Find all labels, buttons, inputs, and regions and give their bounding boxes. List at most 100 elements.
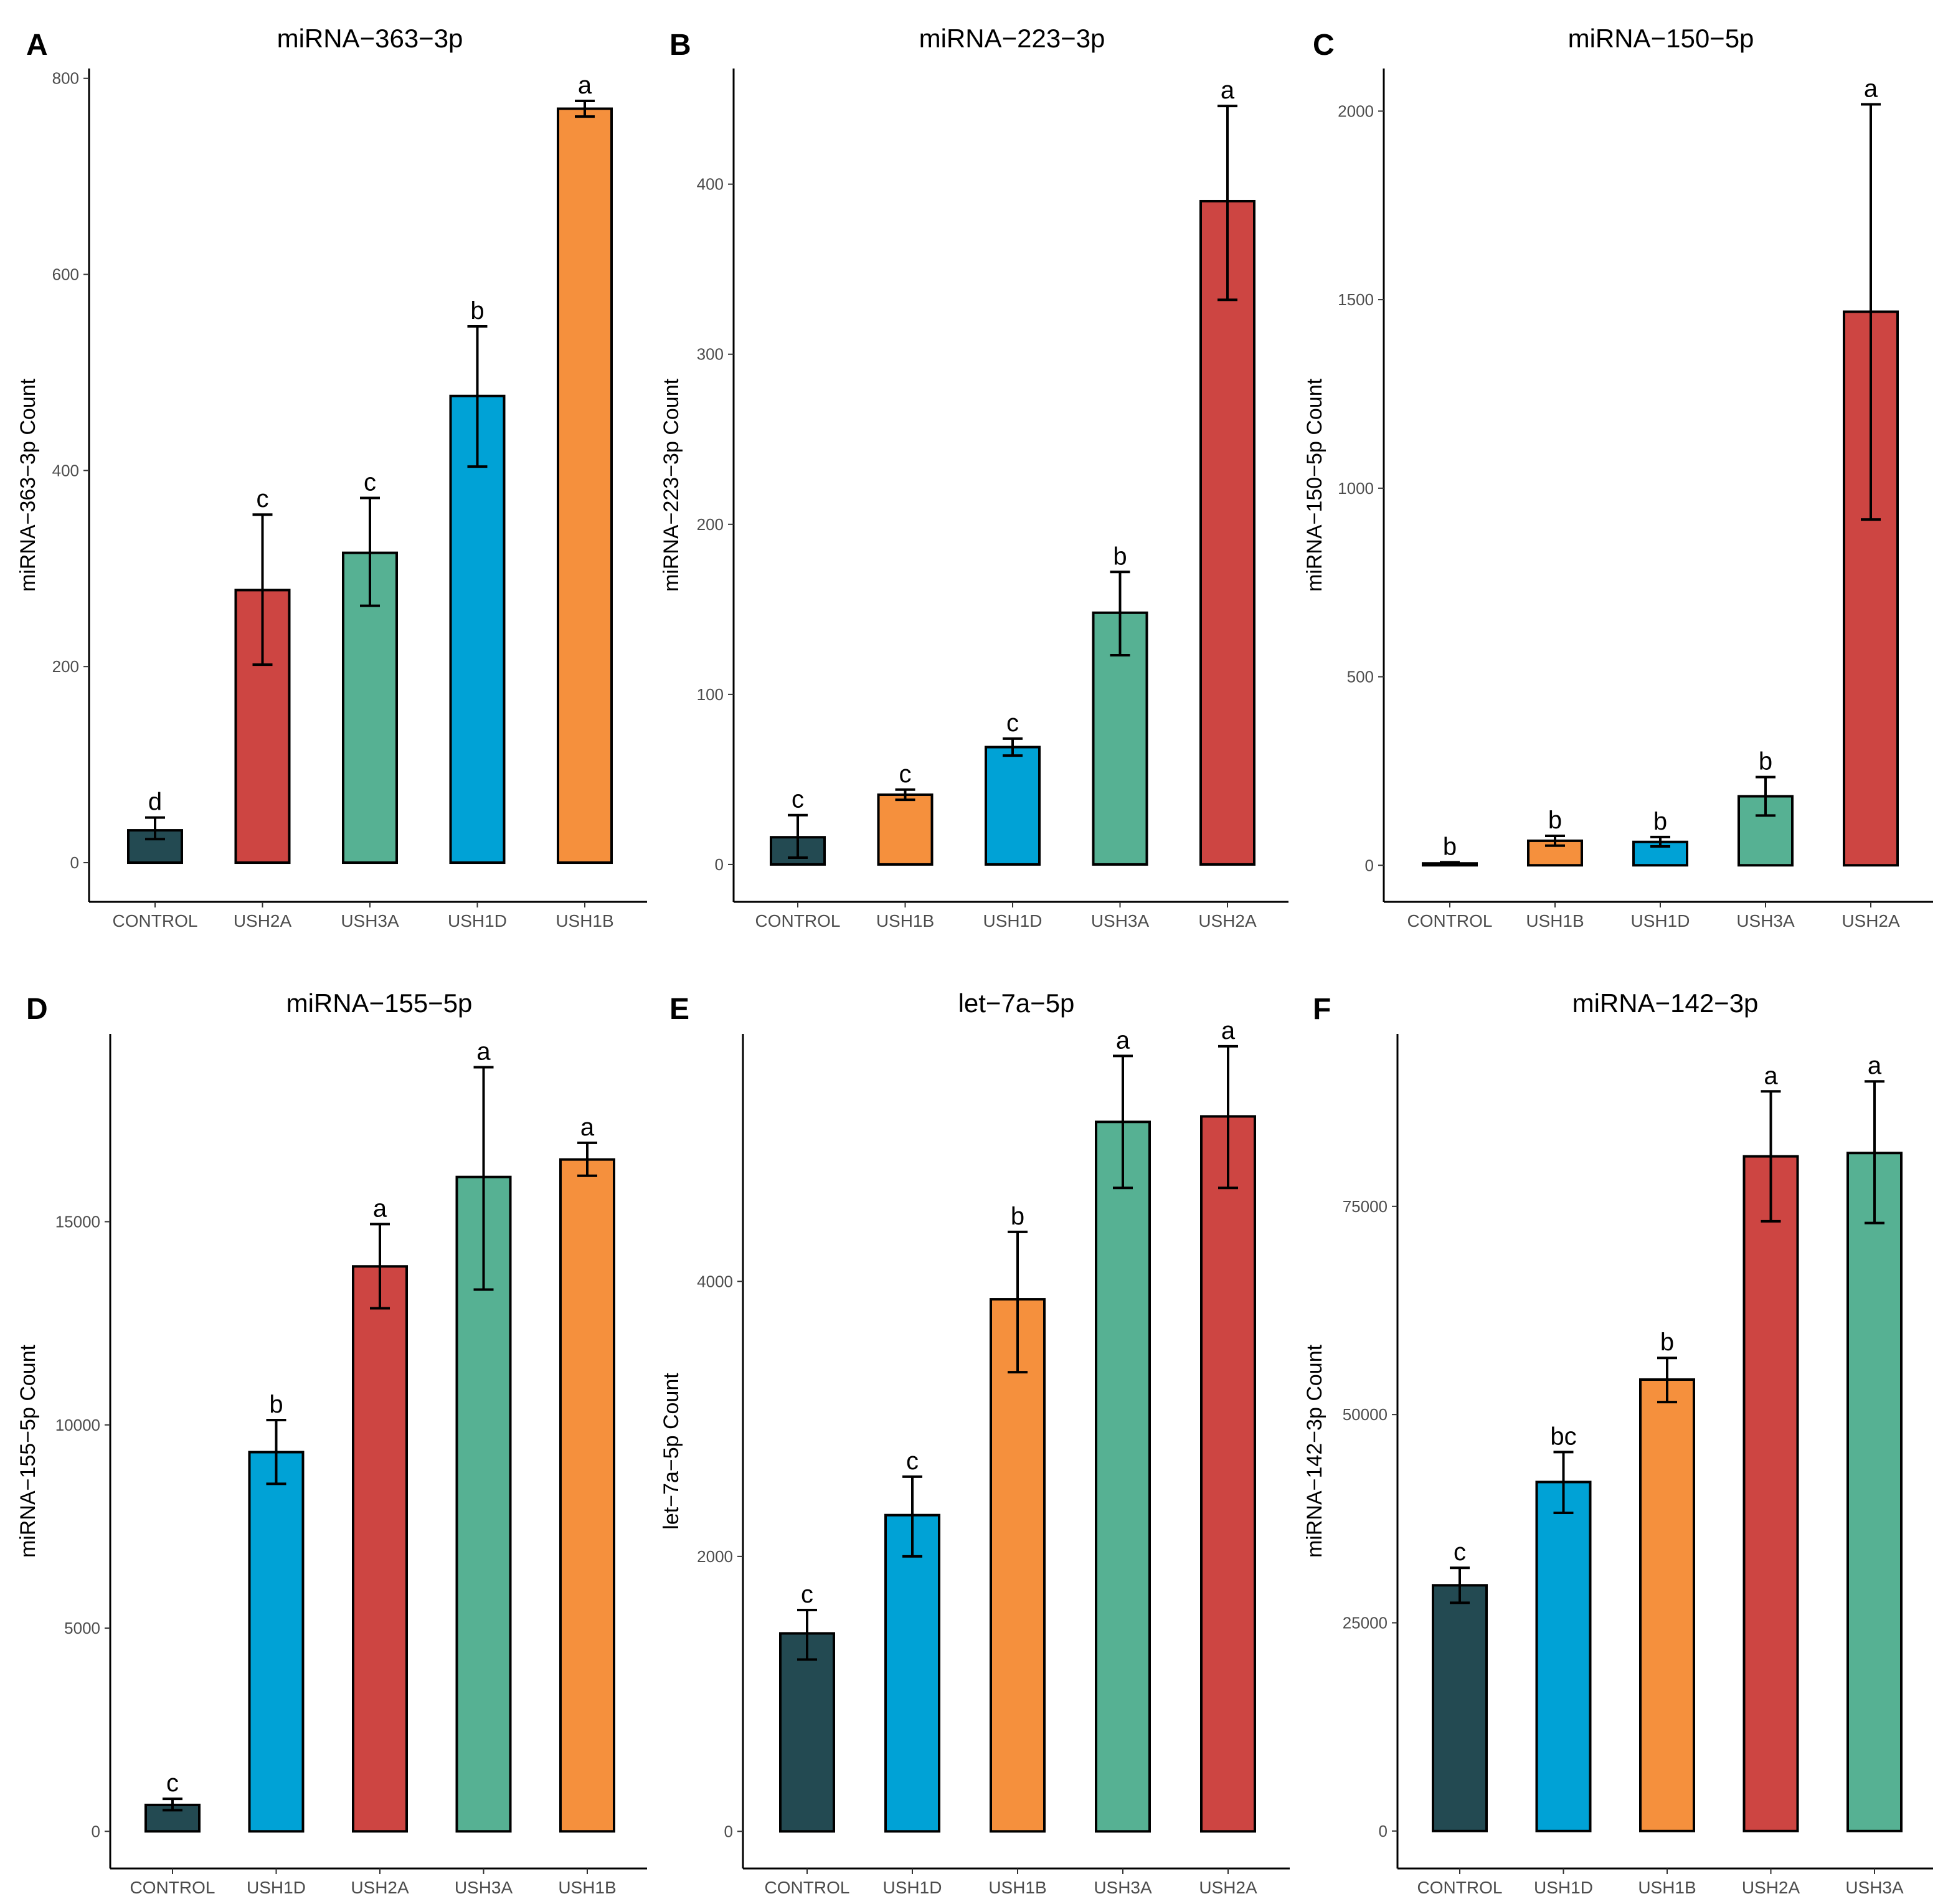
bar-ush3a <box>1846 1152 1903 1832</box>
panel-letter: C <box>1313 29 1335 62</box>
x-tick-label: USH3A <box>1094 1878 1152 1897</box>
bar-ush1b <box>559 1158 615 1833</box>
panel-letter: E <box>669 993 689 1026</box>
bar-ush1b <box>877 793 934 866</box>
x-tick-label: USH1D <box>1631 911 1690 931</box>
y-tick-label: 25000 <box>1343 1613 1388 1632</box>
x-tick-label: USH1D <box>883 1878 942 1897</box>
chart-title: miRNA−363−3p <box>277 24 463 53</box>
y-tick-label: 0 <box>1379 1822 1388 1840</box>
bar-ush2a <box>1199 199 1255 866</box>
panel-letter: D <box>26 993 48 1026</box>
y-tick-label: 0 <box>70 853 79 872</box>
y-axis-label: miRNA−363−3p Count <box>16 378 40 592</box>
x-tick-label: USH3A <box>1091 911 1150 931</box>
bar-ush2a <box>1742 1155 1799 1832</box>
significance-letter: c <box>1454 1538 1466 1566</box>
significance-letter: b <box>1653 808 1667 835</box>
bar-ush1d <box>449 394 506 864</box>
bar-ush1b <box>557 107 613 864</box>
y-axis-label: let−7a−5p Count <box>660 1373 683 1530</box>
x-tick-label: USH1D <box>1534 1878 1593 1897</box>
y-tick-label: 400 <box>52 461 79 480</box>
significance-letter: a <box>1764 1062 1778 1089</box>
y-tick-label: 1000 <box>1338 479 1374 498</box>
chart-title: miRNA−150−5p <box>1568 24 1754 53</box>
bar-control <box>1432 1584 1488 1832</box>
x-tick-label: USH1B <box>558 1878 616 1897</box>
significance-letter: c <box>364 468 376 496</box>
chart-title: let−7a−5p <box>958 988 1075 1018</box>
bar-ush1b <box>990 1298 1046 1833</box>
y-tick-label: 0 <box>715 855 724 874</box>
x-tick-label: USH3A <box>341 911 399 931</box>
y-tick-label: 5000 <box>64 1619 100 1637</box>
x-tick-label: USH1D <box>247 1878 306 1897</box>
significance-letter: b <box>1011 1203 1024 1230</box>
chart-title: miRNA−142−3p <box>1572 988 1759 1018</box>
y-tick-label: 400 <box>697 175 724 194</box>
panel-letter: B <box>669 29 691 62</box>
significance-letter: a <box>1221 77 1235 104</box>
y-axis-label: miRNA−155−5p Count <box>16 1344 40 1558</box>
bar-ush1d <box>884 1513 940 1833</box>
x-tick-label: USH2A <box>1742 1878 1800 1897</box>
y-axis-label: miRNA−150−5p Count <box>1303 378 1326 592</box>
x-tick-label: USH3A <box>455 1878 513 1897</box>
y-tick-label: 10000 <box>55 1416 100 1434</box>
x-tick-label: CONTROL <box>113 911 198 931</box>
y-tick-label: 200 <box>697 515 724 534</box>
significance-letter: a <box>1864 75 1878 103</box>
bar-ush1b <box>1639 1378 1695 1832</box>
y-tick-label: 800 <box>52 69 79 88</box>
x-tick-label: CONTROL <box>1407 911 1493 931</box>
significance-letter: b <box>1113 542 1127 570</box>
bar-ush2a <box>352 1265 408 1833</box>
significance-letter: c <box>1006 709 1019 737</box>
x-tick-label: USH1B <box>556 911 613 931</box>
x-tick-label: USH1B <box>1638 1878 1696 1897</box>
bar-control <box>779 1632 835 1833</box>
significance-letter: b <box>1443 833 1457 860</box>
x-tick-label: USH2A <box>351 1878 409 1897</box>
y-tick-label: 0 <box>1365 856 1374 874</box>
significance-letter: b <box>470 297 484 324</box>
significance-letter: a <box>1116 1026 1130 1054</box>
x-tick-label: USH1B <box>876 911 934 931</box>
significance-letter: c <box>792 786 804 813</box>
significance-letter: a <box>578 72 592 99</box>
significance-letter: a <box>1221 1017 1236 1044</box>
y-tick-label: 500 <box>1347 668 1374 686</box>
y-tick-label: 2000 <box>697 1547 733 1566</box>
y-tick-label: 300 <box>697 345 724 364</box>
bar-ush1d <box>1535 1480 1592 1832</box>
significance-letter: c <box>899 760 912 788</box>
significance-letter: c <box>906 1447 919 1475</box>
y-tick-label: 0 <box>724 1822 733 1840</box>
y-tick-label: 4000 <box>697 1272 733 1291</box>
x-tick-label: USH3A <box>1736 911 1795 931</box>
x-tick-label: USH3A <box>1845 1878 1904 1897</box>
significance-letter: b <box>1759 748 1772 775</box>
significance-letter: d <box>148 789 162 816</box>
significance-letter: c <box>257 485 269 513</box>
y-tick-label: 1500 <box>1338 290 1374 309</box>
y-tick-label: 0 <box>92 1822 100 1840</box>
x-tick-label: USH2A <box>1842 911 1900 931</box>
bar-ush1d <box>248 1451 305 1833</box>
chart-title: miRNA−155−5p <box>286 988 473 1018</box>
y-tick-label: 100 <box>697 685 724 704</box>
x-tick-label: CONTROL <box>130 1878 215 1897</box>
bar-ush1d <box>985 746 1041 866</box>
significance-letter: a <box>1868 1052 1882 1079</box>
y-tick-label: 50000 <box>1343 1405 1388 1424</box>
y-tick-label: 200 <box>52 657 79 676</box>
bar-ush3a <box>1095 1120 1151 1833</box>
significance-letter: a <box>580 1114 595 1141</box>
y-axis-label: miRNA−223−3p Count <box>660 378 683 592</box>
